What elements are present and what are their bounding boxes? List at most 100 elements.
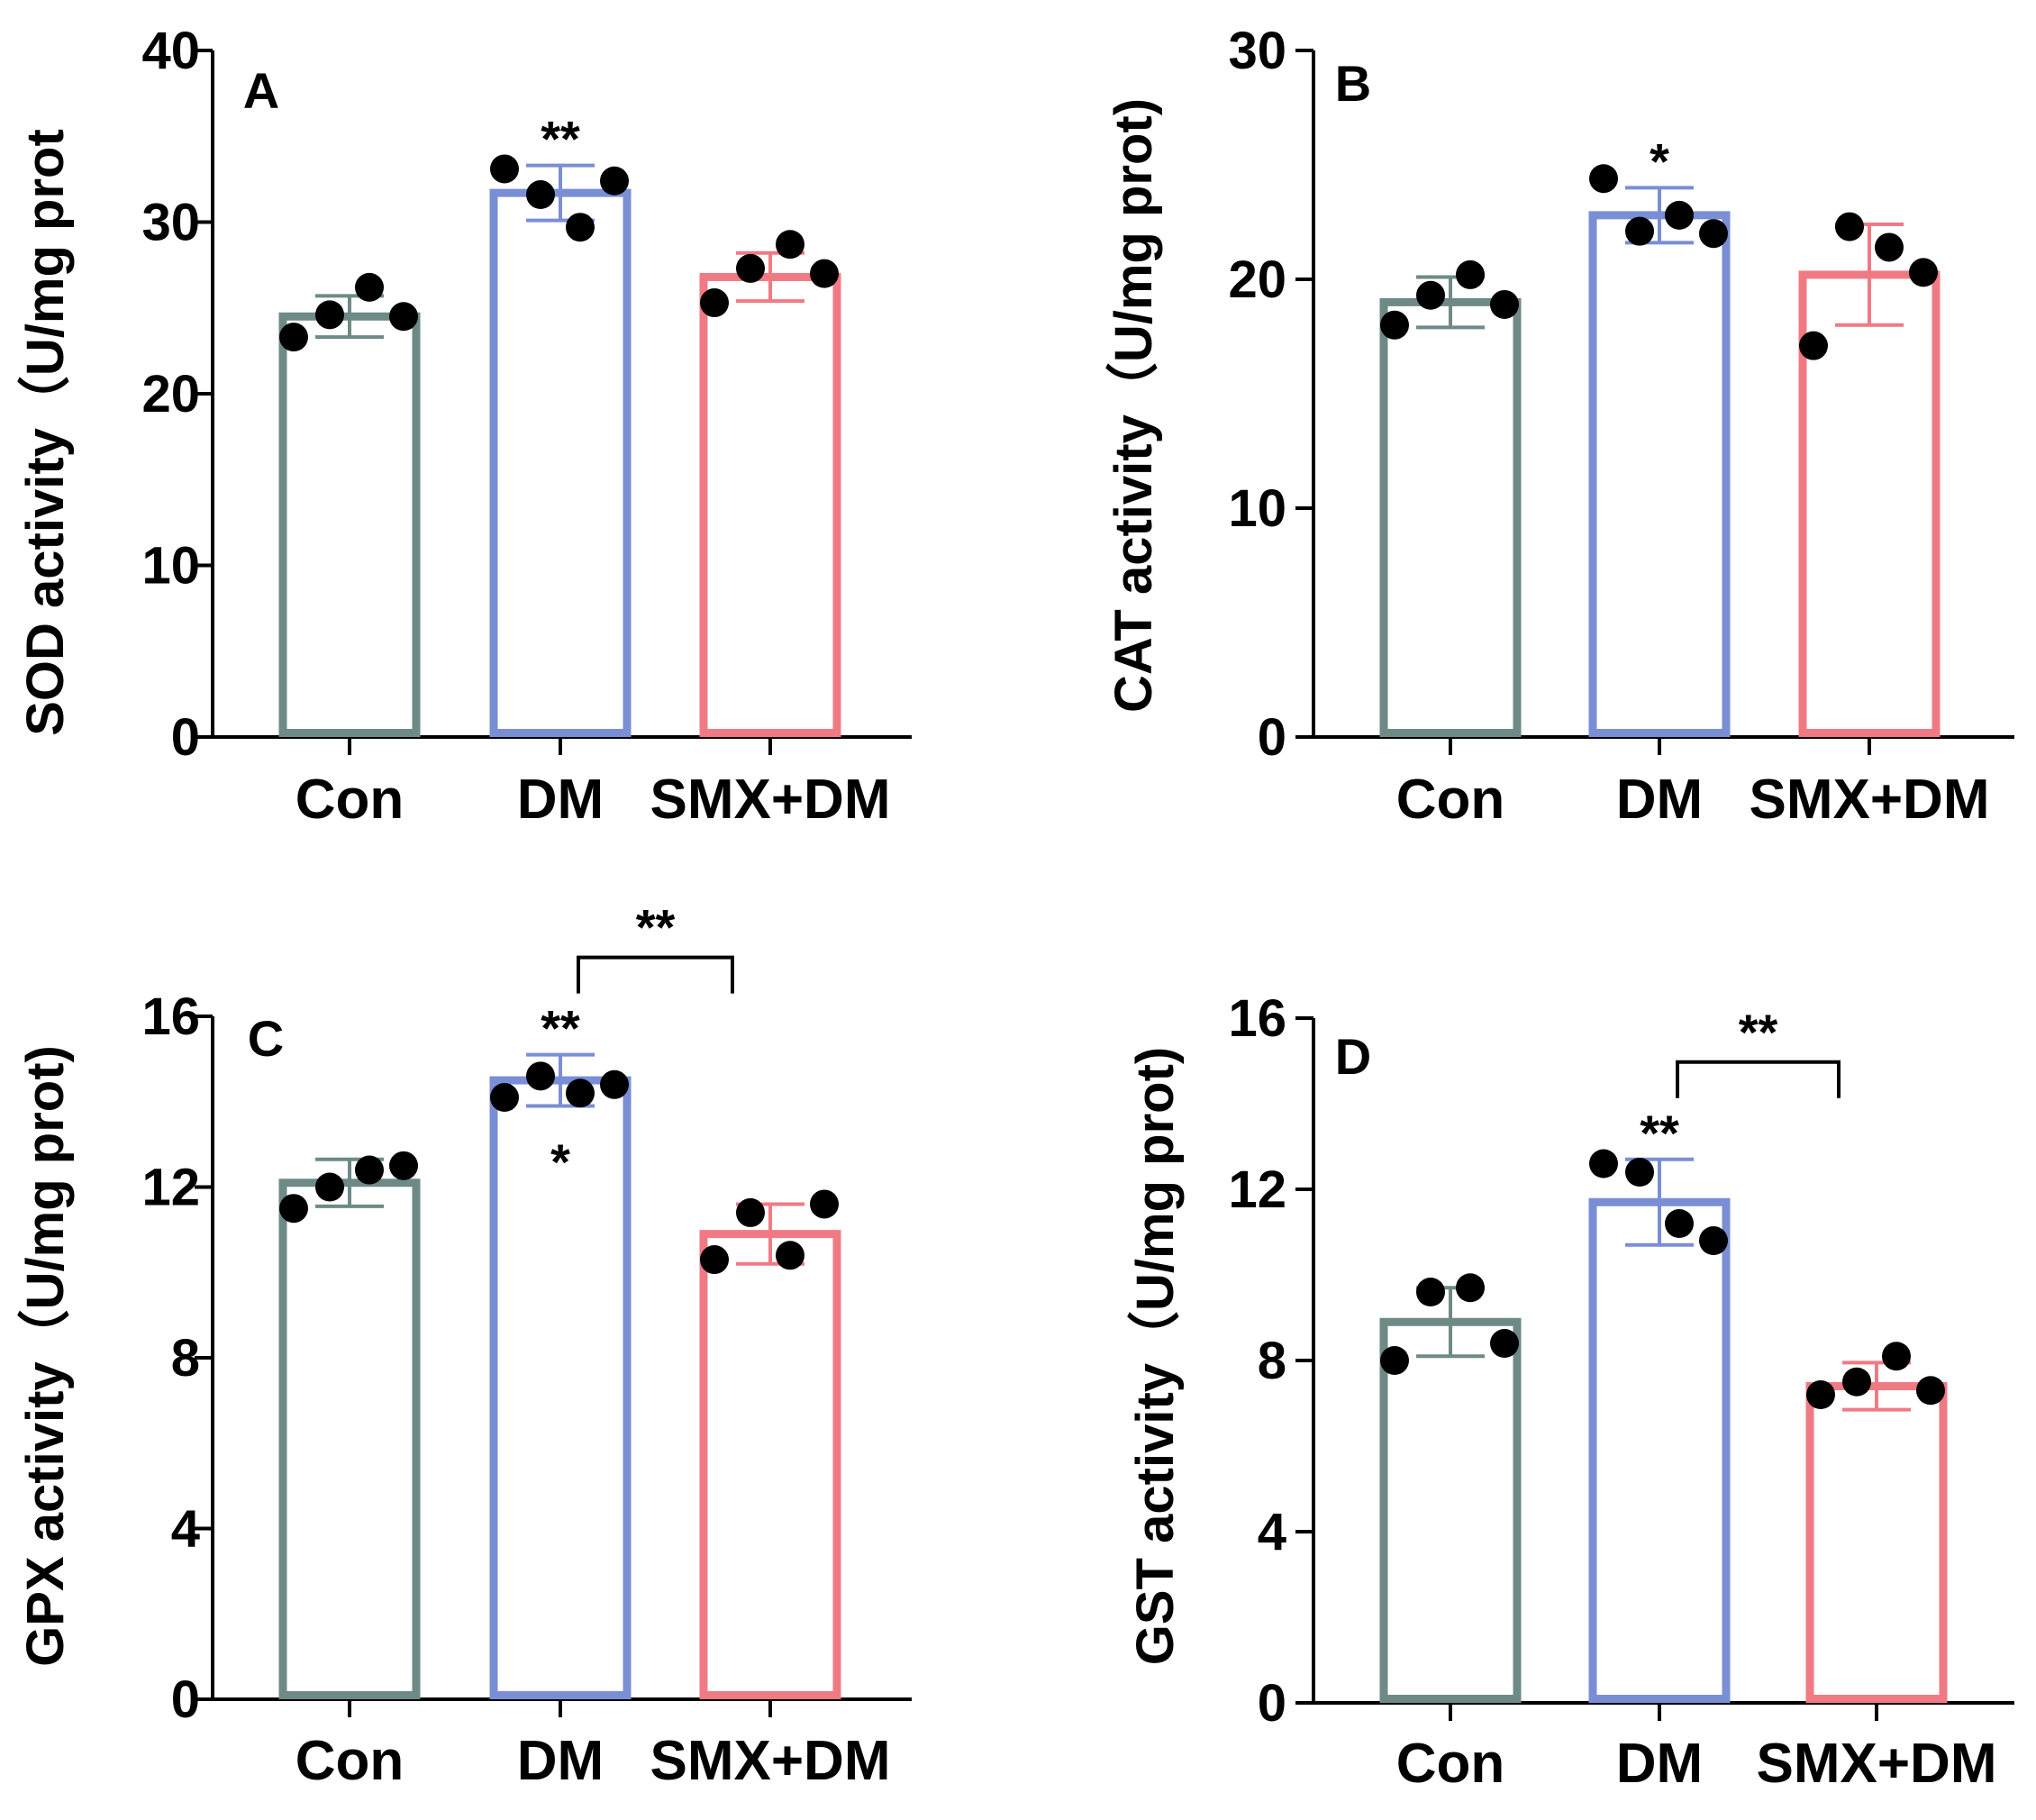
x-tick-label: SMX+DM (650, 1730, 891, 1792)
data-point (1699, 219, 1728, 249)
x-tick-label: SMX+DM (1757, 1733, 1997, 1795)
y-tick-label: 10 (1228, 479, 1286, 538)
data-point (1665, 1209, 1694, 1238)
data-point (810, 1189, 839, 1219)
data-point (355, 1155, 384, 1185)
data-point (566, 213, 595, 242)
data-point (1416, 280, 1445, 310)
data-point (1380, 310, 1409, 340)
data-point (700, 288, 729, 318)
data-point (1882, 1342, 1911, 1371)
bar-dm (1588, 211, 1731, 737)
panel-label: B (1335, 55, 1371, 112)
data-point (1490, 1329, 1519, 1358)
y-tick-label: 40 (141, 22, 200, 80)
data-point (776, 1241, 804, 1270)
bar-con (278, 312, 421, 737)
bar-con (1379, 297, 1522, 737)
x-tick-label: Con (295, 1730, 404, 1792)
x-tick-label: SMX+DM (650, 769, 891, 831)
data-point (1589, 1149, 1618, 1178)
data-point (600, 166, 629, 196)
data-point (700, 1245, 729, 1275)
panel-c: 0 4 8 12 16 GPX activity（U/mg prot) C Con DM SMX+… (16, 899, 912, 1792)
y-axis-title: GST activity（U/mg prot) (1126, 1047, 1185, 1665)
comparison-bracket (1676, 1060, 1841, 1098)
significance-mark: ** (541, 1000, 580, 1057)
data-point (490, 1083, 519, 1113)
comparison-bracket (577, 955, 734, 994)
bracket-significance-mark: ** (636, 899, 676, 956)
bar-dm (489, 188, 632, 738)
y-axis-title: GPX activity（U/mg prot) (16, 1045, 75, 1667)
data-point (1799, 331, 1828, 360)
data-point (1699, 1226, 1728, 1255)
x-tick-label: Con (295, 769, 404, 831)
data-point (1835, 212, 1864, 241)
data-point (1842, 1367, 1871, 1397)
x-tick-label: SMX+DM (1750, 769, 1990, 831)
y-tick-label: 0 (1258, 1674, 1286, 1733)
x-tick-label: Con (1396, 769, 1505, 831)
bar-smx-dm (1805, 1382, 1948, 1703)
y-tick-label: 16 (1228, 989, 1286, 1048)
bar-smx-dm (699, 1230, 841, 1700)
data-point (1380, 1346, 1409, 1375)
data-point (526, 1061, 555, 1091)
y-tick-label: 16 (141, 987, 200, 1046)
data-point (279, 323, 308, 352)
panel-d: 0 4 8 12 16 GST activity（U/mg prot) D Con DM SMX+… (1126, 989, 2014, 1795)
data-point (315, 1172, 344, 1202)
x-tick-label: DM (517, 1730, 604, 1792)
data-point (1490, 289, 1519, 319)
data-point (566, 1078, 595, 1108)
y-tick-label: 12 (141, 1159, 200, 1217)
data-point (776, 230, 804, 259)
data-point (526, 180, 555, 210)
y-tick-label: 20 (1228, 250, 1286, 309)
y-tick-label: 10 (141, 537, 200, 596)
data-point (1909, 258, 1938, 287)
data-point (1456, 259, 1485, 289)
data-point (1625, 216, 1654, 246)
data-point (490, 154, 519, 184)
data-point (1806, 1380, 1835, 1409)
data-point (355, 272, 384, 302)
data-point (810, 259, 839, 288)
data-point (1665, 200, 1694, 230)
y-tick-label: 0 (171, 708, 200, 767)
bracket-significance-mark: ** (1739, 1004, 1778, 1060)
panel-b: 0 10 20 30 CAT activity（U/mg prot) B Con DM SMX+… (1104, 22, 2014, 831)
y-tick-label: 30 (1228, 22, 1286, 80)
panel-label: C (248, 1010, 284, 1067)
y-axis-title: SOD activity（U/mg prot (16, 129, 75, 736)
data-point (389, 1151, 418, 1180)
data-point (1589, 164, 1618, 194)
y-axis-title: CAT activity（U/mg prot) (1104, 98, 1163, 713)
y-tick-label: 0 (171, 1670, 200, 1729)
bar-smx-dm (699, 272, 841, 737)
y-tick-label: 8 (171, 1329, 200, 1388)
data-point (389, 302, 418, 332)
y-tick-label: 30 (141, 194, 200, 252)
x-tick-label: DM (1616, 769, 1703, 831)
data-point (1625, 1158, 1654, 1187)
y-tick-label: 4 (1258, 1503, 1286, 1561)
y-tick-label: 4 (171, 1500, 200, 1559)
data-point (736, 253, 765, 283)
significance-mark: * (550, 1133, 570, 1190)
significance-mark: * (1650, 132, 1669, 189)
data-point (315, 300, 344, 330)
significance-mark: ** (541, 111, 580, 168)
y-tick-label: 12 (1228, 1160, 1286, 1219)
panel-label: D (1335, 1028, 1371, 1085)
x-tick-label: DM (517, 769, 604, 831)
data-point (600, 1069, 629, 1099)
data-point (1416, 1278, 1445, 1306)
panel-label: A (243, 62, 279, 119)
y-tick-label: 0 (1258, 708, 1286, 767)
y-tick-label: 8 (1258, 1332, 1286, 1390)
panel-a: 0 10 20 30 40 SOD activity（U/mg prot A Con DM SMX… (16, 22, 912, 831)
significance-mark: ** (1640, 1105, 1679, 1161)
